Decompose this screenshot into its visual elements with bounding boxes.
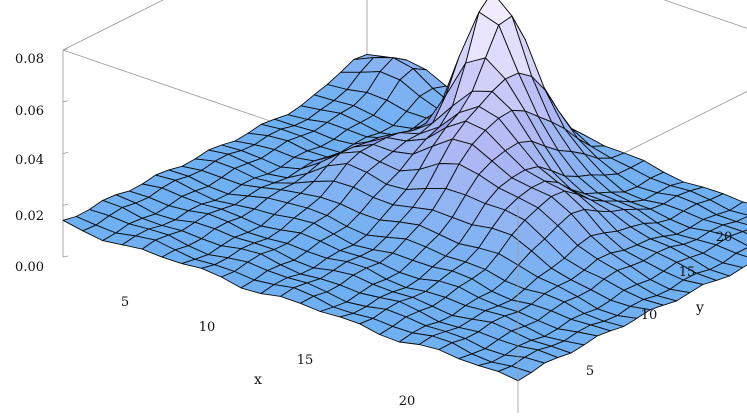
y-tick-label: 20 xyxy=(716,230,733,245)
x-tick-label: 15 xyxy=(297,353,314,368)
z-tick-label: 0.04 xyxy=(15,153,44,168)
y-axis-ticks: 5 10 15 20 xyxy=(586,230,732,379)
y-axis-label: y xyxy=(695,300,704,316)
z-tick-label: 0.00 xyxy=(15,260,44,275)
z-tick-label: 0.02 xyxy=(15,209,44,224)
x-axis-ticks: 5 10 15 20 xyxy=(121,295,415,409)
surface-facet xyxy=(735,216,747,226)
box-edge xyxy=(62,0,164,51)
z-tick-mark xyxy=(62,255,69,258)
x-tick-label: 5 xyxy=(121,295,129,310)
surface-facet xyxy=(735,247,747,258)
z-tick-label: 0.08 xyxy=(15,52,44,67)
x-tick-label: 20 xyxy=(399,394,416,409)
z-tick-mark xyxy=(62,48,69,51)
x-axis-label: x xyxy=(254,372,262,388)
z-tick-mark xyxy=(62,100,69,103)
x-tick-label: 10 xyxy=(199,320,216,335)
y-tick-label: 15 xyxy=(679,265,696,280)
box-edge xyxy=(663,0,747,29)
y-tick-label: 10 xyxy=(641,308,658,323)
y-tick-label: 5 xyxy=(586,364,594,379)
z-tick-mark xyxy=(62,203,69,206)
z-tick-mark xyxy=(62,152,69,154)
surface-facet xyxy=(497,365,532,382)
z-axis-ticks: 0.08 0.06 0.04 0.02 0.00 xyxy=(15,52,44,275)
z-tick-label: 0.06 xyxy=(15,104,44,119)
surface-mesh xyxy=(62,0,747,382)
